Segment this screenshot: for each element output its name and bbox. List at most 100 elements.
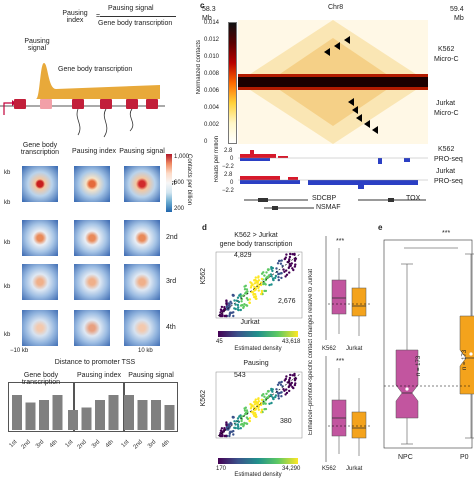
scatter-point: [240, 415, 243, 418]
scatter-point: [243, 409, 247, 412]
scatter2-ylabel: K562: [200, 390, 207, 407]
scatter-point: [280, 259, 283, 262]
scatter-point: [236, 296, 240, 299]
bar-tick-label: 4th: [49, 439, 59, 449]
scatter-point: [271, 388, 274, 391]
scatter-point: [245, 422, 249, 425]
scatter-point: [290, 262, 293, 265]
panel-d: d K562 > Jurkat gene body transcription …: [196, 218, 376, 478]
coord-right-unit: Mb: [454, 15, 464, 22]
apa-heatmap: [74, 310, 110, 346]
col-header-pausing-signal: Pausing signal: [119, 148, 165, 155]
scatter-point: [260, 394, 264, 397]
bar: [12, 395, 22, 430]
pro-signal-plus: [240, 176, 280, 180]
scatter-point: [263, 282, 266, 285]
pro-signal-plus: [288, 177, 298, 180]
scatter-point: [237, 425, 240, 428]
scatter-point: [233, 420, 236, 423]
diagonal-edge: [238, 74, 428, 77]
scatter-point: [219, 429, 223, 432]
col-header-gene-body: Gene body transcription: [20, 142, 60, 156]
scatter-point: [252, 412, 255, 416]
box-x-label: Jurkat: [346, 346, 363, 352]
colorbar-min: 200: [174, 206, 185, 212]
row-label-4th: 4th: [166, 324, 176, 331]
scatter-point: [251, 404, 254, 408]
scatter-point: [266, 276, 270, 279]
scatter-point: [259, 283, 263, 287]
bar-tick-label: 1st: [121, 439, 131, 449]
chrom-label: Chr8: [328, 4, 344, 11]
scatter-point: [244, 291, 248, 294]
pro-k562-label: K562: [438, 146, 455, 153]
scatter-point: [288, 255, 292, 259]
apa-heatmap: [22, 310, 58, 346]
contacts-ylabel: Normalized contacts: [196, 40, 202, 95]
scatter-point: [279, 272, 282, 275]
gene-sdcbp: SDCBP: [312, 195, 337, 202]
scatter-point: [289, 252, 292, 256]
scatter-point: [266, 268, 270, 271]
scatter-point: [254, 413, 258, 417]
bar: [68, 410, 78, 430]
bar-tick-label: 2nd: [133, 439, 144, 450]
scatter-point: [236, 308, 240, 311]
scatter-point: [240, 419, 243, 423]
scatter-point: [260, 281, 263, 284]
bar-tick-label: 4th: [105, 439, 115, 449]
formula-eq: =: [96, 13, 101, 20]
scatter-point: [283, 379, 286, 382]
colorbar-tick: 0.004: [204, 105, 220, 111]
k562-triangle: [238, 20, 428, 82]
scatter-point: [223, 434, 226, 438]
scatter-point: [271, 266, 274, 270]
scatter-point: [289, 264, 292, 267]
x-axis-title: Distance to promoter TSS: [54, 359, 136, 366]
panel-b-schematic: Pausing index = Pausing signal Gene body…: [0, 0, 176, 140]
bar: [39, 400, 49, 430]
scatter-point: [271, 269, 274, 273]
scatter-point: [257, 289, 260, 292]
scatter-point: [263, 402, 266, 405]
scatter-point: [237, 420, 241, 423]
loop-arrow: [372, 126, 378, 134]
scatter-point: [266, 396, 270, 400]
kb-label: kb: [4, 284, 11, 290]
scatter-point: [270, 275, 273, 278]
scatter-point: [290, 381, 293, 385]
scatter-point: [248, 298, 252, 301]
scatter-point: [283, 270, 286, 273]
k562-pro-track: [238, 150, 428, 164]
scatter-point: [289, 383, 292, 387]
pausing-peak-shape: [10, 63, 160, 99]
bar: [108, 395, 119, 430]
formula-numerator: Pausing signal: [108, 5, 154, 12]
x-tick-left: −10 kb: [10, 348, 29, 354]
bar-tick-label: 3rd: [91, 439, 101, 449]
diagonal-line: [217, 253, 301, 317]
colorbar-tick: 0.008: [204, 71, 220, 77]
diagonal-line: [217, 373, 301, 437]
scatter-point: [260, 398, 264, 401]
jurkat-triangle: [238, 82, 428, 144]
scatter-point: [285, 375, 288, 378]
apa-heatmap: [22, 264, 58, 300]
apa-heatmap: [22, 220, 58, 256]
scatter-point: [257, 285, 260, 289]
box: [351, 287, 367, 317]
scatter-point: [233, 299, 236, 302]
scatter-point: [288, 271, 291, 274]
cb1-max: 43,618: [282, 339, 301, 345]
pol-ii-marker: [126, 99, 138, 109]
colorbar-tick: 0.010: [204, 54, 220, 60]
scatter-point: [239, 304, 243, 307]
scatter-point: [291, 385, 294, 389]
density-colorbar-1: [218, 331, 298, 337]
row-label-2nd: 2nd: [166, 234, 178, 241]
loop-arrow: [364, 120, 370, 128]
colorbar-title: Contacts per billion: [186, 154, 192, 206]
scatter-point: [288, 378, 291, 382]
scatter-point: [265, 392, 268, 395]
scatter-point: [235, 420, 238, 423]
